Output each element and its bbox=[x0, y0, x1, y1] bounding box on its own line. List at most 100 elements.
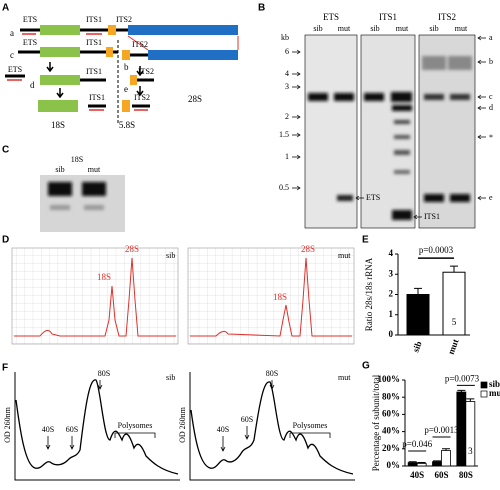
label: ITS1 bbox=[424, 212, 440, 221]
error-bar bbox=[457, 389, 466, 393]
shape bbox=[477, 35, 486, 201]
gel bbox=[360, 34, 416, 229]
shape bbox=[136, 66, 144, 77]
shape bbox=[84, 205, 104, 210]
shape bbox=[40, 75, 80, 85]
p-value: p=0.0003 bbox=[419, 245, 454, 255]
panel-d: D 18S 28S sib 18S 28S mut bbox=[2, 235, 355, 345]
label: 18S bbox=[97, 272, 111, 282]
label: * bbox=[489, 133, 493, 142]
legend-label: mut bbox=[489, 388, 500, 398]
label: ITS2 bbox=[116, 15, 132, 24]
label: 6 bbox=[285, 47, 289, 56]
shape bbox=[391, 92, 412, 102]
n-label: 3 bbox=[468, 446, 473, 456]
label: b bbox=[489, 57, 493, 66]
label: ITS1 bbox=[86, 38, 102, 47]
shape bbox=[424, 194, 444, 202]
y-tick-label: 0% bbox=[387, 460, 401, 470]
label: Polysomes bbox=[293, 421, 328, 430]
error-bar bbox=[442, 448, 450, 451]
x-tick-label: sib bbox=[411, 340, 424, 354]
label: 4 bbox=[285, 69, 289, 78]
label: ITS1 bbox=[86, 15, 102, 24]
shape bbox=[50, 205, 70, 210]
y-tick-label: 3 bbox=[389, 268, 394, 278]
y-tick-label: 80% bbox=[382, 391, 400, 401]
y-tick-label: 100% bbox=[378, 374, 401, 384]
bar bbox=[465, 401, 476, 467]
y-tick-label: 0 bbox=[389, 329, 394, 339]
y-tick-label: 4 bbox=[389, 248, 394, 258]
label: ETS bbox=[23, 15, 37, 24]
shape bbox=[130, 75, 137, 85]
band-labels: a b c d * e bbox=[477, 33, 493, 202]
shape bbox=[128, 25, 238, 35]
panel-letter: G bbox=[362, 361, 370, 372]
label: ETS bbox=[8, 65, 22, 74]
error-bar bbox=[408, 461, 417, 463]
shape bbox=[450, 194, 470, 202]
label: sib bbox=[313, 24, 322, 33]
panel-letter: A bbox=[2, 3, 9, 14]
y-axis-label: Percentage of subunit/total bbox=[371, 374, 381, 471]
label: 1 bbox=[285, 152, 289, 161]
error-bar bbox=[466, 398, 475, 402]
y-tick-label: 2 bbox=[389, 289, 394, 299]
label: c bbox=[10, 50, 14, 60]
x-tick-label: mut bbox=[446, 338, 461, 356]
error-bar bbox=[417, 462, 426, 464]
trace-plot bbox=[11, 247, 179, 345]
x-tick-label: 40S bbox=[410, 470, 424, 480]
panel-a: A a ETS ITS1 ITS2 c ETS ITS1 b ITS2 ETS … bbox=[2, 3, 239, 130]
profile bbox=[15, 379, 179, 475]
shape bbox=[334, 93, 354, 101]
p-value: p=0.0013 bbox=[424, 425, 459, 435]
bar bbox=[416, 463, 427, 467]
label: sib bbox=[370, 24, 379, 33]
legend-label: sib bbox=[489, 379, 500, 389]
label: e bbox=[489, 193, 493, 202]
label: mut bbox=[88, 165, 101, 174]
label: a bbox=[10, 28, 14, 38]
label: OD 260nm bbox=[3, 406, 12, 443]
label: sib bbox=[166, 251, 175, 260]
y-tick-label: 60% bbox=[382, 408, 400, 418]
shape bbox=[392, 210, 412, 220]
panel-letter: B bbox=[258, 3, 265, 14]
label: 40S bbox=[42, 425, 54, 434]
label: Polysomes bbox=[118, 421, 153, 430]
shape bbox=[337, 195, 353, 201]
axes bbox=[14, 372, 355, 481]
error-bar bbox=[450, 265, 458, 273]
legend-swatch bbox=[480, 381, 488, 389]
label: e bbox=[124, 84, 128, 94]
label: mut bbox=[396, 24, 409, 33]
shape bbox=[422, 56, 446, 70]
label: OD 260nm bbox=[178, 406, 187, 443]
label: 0.5 bbox=[279, 183, 289, 192]
panel-b: B ETS ITS1 ITS2 sib mut sib mut sib mut … bbox=[258, 3, 493, 229]
gel-bands bbox=[308, 56, 472, 220]
label: ITS2 bbox=[132, 40, 148, 49]
label: ITS1 bbox=[86, 67, 102, 76]
x-tick-label: 80S bbox=[459, 470, 473, 480]
shape bbox=[448, 56, 472, 70]
shape bbox=[40, 25, 80, 35]
shape bbox=[48, 182, 72, 196]
label: ITS2 bbox=[438, 12, 456, 22]
label: 18S bbox=[71, 155, 83, 164]
label: 60S bbox=[66, 425, 78, 434]
label: c bbox=[489, 92, 493, 101]
label: d bbox=[489, 103, 493, 112]
shape bbox=[122, 100, 130, 112]
shape bbox=[56, 88, 64, 99]
label: ETS bbox=[23, 38, 37, 47]
annotation-marks bbox=[45, 380, 331, 452]
shape bbox=[355, 195, 422, 220]
shape bbox=[136, 86, 144, 97]
label: ITS1 bbox=[379, 12, 397, 22]
label: mut bbox=[455, 24, 468, 33]
label: 80S bbox=[266, 369, 278, 378]
